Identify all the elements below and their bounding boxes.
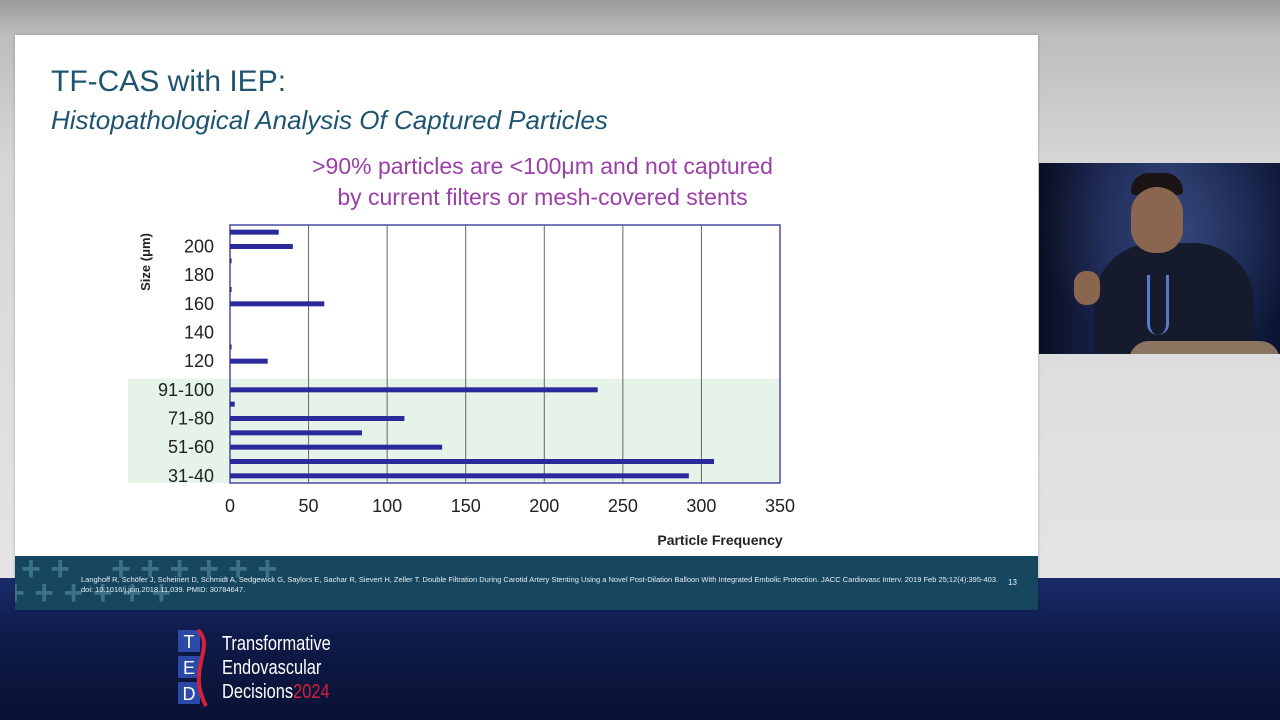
y-tick-label: 140 (184, 323, 214, 343)
logo-box-t (178, 630, 200, 652)
logo-box-e (178, 656, 200, 678)
bar (230, 416, 405, 421)
speaker-hand (1074, 271, 1100, 305)
ted-conference-logo: T E D Transformative Endovascular Decisi… (176, 628, 346, 708)
bar (230, 344, 232, 350)
logo-line-1: Transformative (222, 633, 331, 655)
y-tick-label: 120 (184, 351, 214, 371)
logo-year: 2024 (293, 681, 330, 703)
bar (230, 358, 268, 364)
speaker-body (1094, 243, 1254, 354)
slide-title: TF-CAS with IEP: (51, 65, 287, 98)
y-tick-label: 180 (184, 265, 214, 285)
callout-line-2: by current filters or mesh-covered stent… (337, 184, 748, 210)
footer-plus-pattern-icon: + + + + + + (111, 550, 278, 588)
y-tick-label: 91-100 (158, 380, 214, 400)
logo-letter-d: D (183, 684, 196, 704)
logo-box-d (178, 682, 200, 704)
x-tick-label: 300 (686, 496, 716, 516)
logo-helix-icon (196, 628, 208, 707)
bar (230, 430, 362, 436)
y-tick-label: 71-80 (168, 409, 214, 429)
slide-number: 13 (1008, 578, 1017, 587)
bar (230, 301, 325, 307)
x-tick-label: 250 (608, 496, 638, 516)
x-axis-label: Particle Frequency (657, 532, 782, 548)
x-tick-label: 0 (225, 496, 235, 516)
slide-footer: + + + + + + + + + + + + + + Langhoff R, … (15, 552, 1038, 610)
bar (230, 258, 232, 264)
y-axis-label: Size (μm) (138, 233, 153, 291)
lanyard-icon (1147, 275, 1169, 335)
x-tick-label: 200 (529, 496, 559, 516)
speaker-video-feed (1039, 163, 1280, 354)
logo-letter-t: T (184, 632, 195, 652)
y-tick-label: 160 (184, 294, 214, 314)
bar (230, 287, 232, 292)
callout-line-1: >90% particles are <100μm and not captur… (312, 153, 773, 179)
plot-frame (229, 224, 781, 484)
footer-plus-pattern-icon: + + (21, 550, 71, 588)
presentation-slide: TF-CAS with IEP: Histopathological Analy… (15, 35, 1038, 610)
bar (230, 401, 235, 407)
x-tick-label: 350 (765, 496, 795, 516)
callout-text: >90% particles are <100μm and not captur… (255, 151, 830, 213)
highlight-band (128, 378, 780, 483)
x-tick-label: 50 (299, 496, 319, 516)
logo-letter-e: E (183, 658, 195, 678)
bar (230, 444, 443, 450)
bar (230, 459, 714, 464)
bar (230, 244, 293, 249)
citation-text: Langhoff R, Schöfer J, Scheinert D, Schm… (81, 575, 999, 594)
bar (230, 387, 598, 393)
speaker-head (1131, 187, 1183, 253)
logo-decisions: Decisions (222, 681, 294, 703)
y-tick-label: 31-40 (168, 466, 214, 486)
logo-line-2: Endovascular (222, 657, 322, 679)
particle-frequency-chart: 31-40 51-60 71-80 91-100 120 140 160 180 200 0 50 1… (128, 224, 795, 548)
x-tick-label: 100 (372, 496, 402, 516)
slide-subtitle: Histopathological Analysis Of Captured P… (51, 105, 608, 135)
x-tick-label: 150 (451, 496, 481, 516)
footer-plus-pattern-icon: + + + + + + (15, 574, 172, 610)
ted-logo-mark-icon: T E D (178, 628, 208, 707)
y-tick-label: 200 (184, 237, 214, 257)
bar (230, 229, 279, 235)
y-tick-label: 51-60 (168, 437, 214, 457)
logo-line-3: Decisions2024 (222, 680, 330, 704)
podium (1129, 341, 1280, 354)
bar (230, 473, 689, 479)
